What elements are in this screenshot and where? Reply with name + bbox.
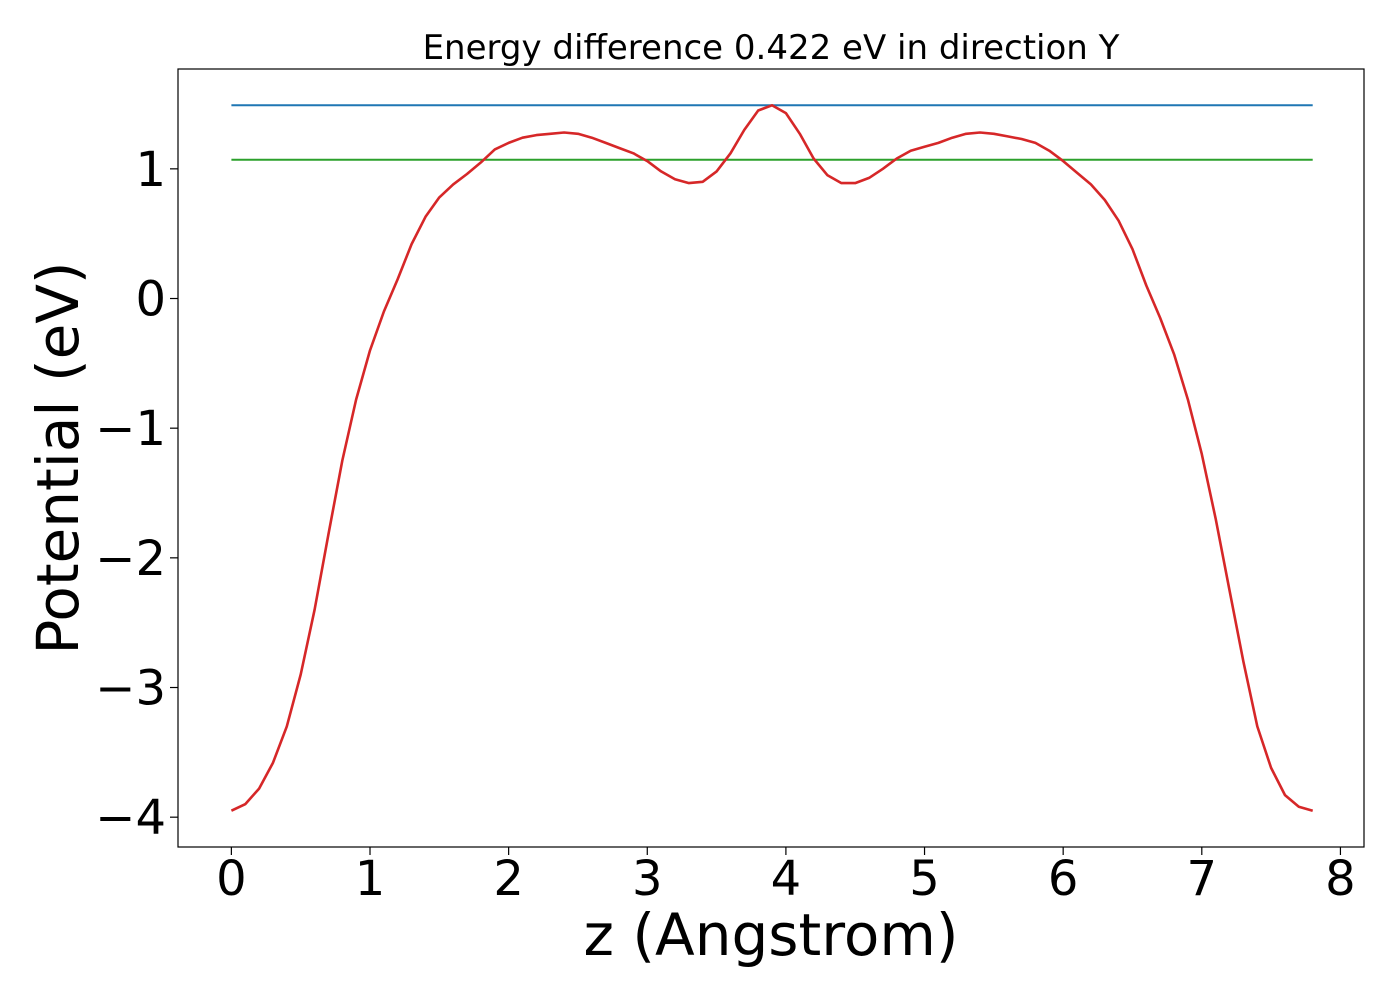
series-line-2 <box>230 104 1314 812</box>
x-tick-label: 7 <box>1187 851 1218 907</box>
chart-title: Energy difference 0.422 eV in direction … <box>423 28 1120 68</box>
y-tick-label: −2 <box>95 531 166 587</box>
y-tick-label: 1 <box>135 142 166 198</box>
x-axis-ticks: 0 1 2 3 4 5 6 7 8 <box>216 847 1356 907</box>
series-lines <box>230 104 1314 812</box>
x-axis-label: z (Angstrom) <box>584 901 959 969</box>
y-axis-ticks: −4 −3 −2 −1 0 1 <box>95 142 178 846</box>
x-tick-label: 2 <box>493 851 524 907</box>
y-tick-label: 0 <box>135 272 166 328</box>
x-tick-label: 0 <box>216 851 247 907</box>
x-tick-label: 8 <box>1325 851 1356 907</box>
x-tick-label: 4 <box>771 851 802 907</box>
plot-area <box>177 68 1365 848</box>
x-tick-label: 1 <box>355 851 386 907</box>
x-tick-label: 6 <box>1048 851 1079 907</box>
y-tick-label: −1 <box>95 401 166 457</box>
y-tick-label: −4 <box>95 790 166 846</box>
y-tick-label: −3 <box>95 661 166 717</box>
x-tick-label: 5 <box>909 851 940 907</box>
y-axis-label: Potential (eV) <box>24 261 92 654</box>
x-tick-label: 3 <box>632 851 663 907</box>
